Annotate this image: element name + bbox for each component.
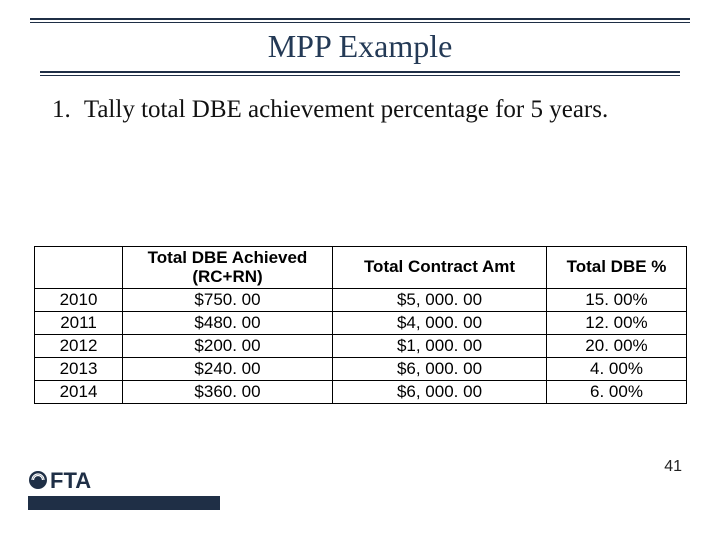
th-achieved-line2: (RC+RN) — [127, 268, 328, 287]
slide: MPP Example 1. Tally total DBE achieveme… — [0, 0, 720, 540]
top-rule — [30, 18, 690, 23]
cell-year: 2014 — [35, 381, 123, 404]
cell-contract: $6, 000. 00 — [333, 381, 547, 404]
table-body: 2010 $750. 00 $5, 000. 00 15. 00% 2011 $… — [35, 289, 687, 404]
title-wrap: MPP Example — [0, 0, 720, 76]
table-row: 2012 $200. 00 $1, 000. 00 20. 00% — [35, 335, 687, 358]
footer-bar — [28, 496, 220, 510]
th-achieved: Total DBE Achieved (RC+RN) — [123, 247, 333, 289]
cell-year: 2011 — [35, 312, 123, 335]
th-achieved-line1: Total DBE Achieved — [127, 249, 328, 268]
cell-achieved: $480. 00 — [123, 312, 333, 335]
cell-year: 2012 — [35, 335, 123, 358]
list-ordinal: 1. — [52, 94, 78, 125]
cell-pct: 15. 00% — [547, 289, 687, 312]
list-text: Tally total DBE achievement percentage f… — [84, 96, 608, 123]
th-year — [35, 247, 123, 289]
slide-number: 41 — [664, 458, 682, 476]
table-wrap: Total DBE Achieved (RC+RN) Total Contrac… — [34, 246, 686, 404]
cell-achieved: $750. 00 — [123, 289, 333, 312]
cell-pct: 12. 00% — [547, 312, 687, 335]
table-row: 2010 $750. 00 $5, 000. 00 15. 00% — [35, 289, 687, 312]
page-title: MPP Example — [268, 28, 453, 69]
cell-contract: $1, 000. 00 — [333, 335, 547, 358]
table-row: 2011 $480. 00 $4, 000. 00 12. 00% — [35, 312, 687, 335]
table-row: 2013 $240. 00 $6, 000. 00 4. 00% — [35, 358, 687, 381]
cell-achieved: $360. 00 — [123, 381, 333, 404]
cell-pct: 20. 00% — [547, 335, 687, 358]
cell-year: 2013 — [35, 358, 123, 381]
table-row: 2014 $360. 00 $6, 000. 00 6. 00% — [35, 381, 687, 404]
dbe-table: Total DBE Achieved (RC+RN) Total Contrac… — [34, 246, 687, 404]
cell-pct: 4. 00% — [547, 358, 687, 381]
cell-contract: $6, 000. 00 — [333, 358, 547, 381]
cell-pct: 6. 00% — [547, 381, 687, 404]
th-pct: Total DBE % — [547, 247, 687, 289]
cell-achieved: $200. 00 — [123, 335, 333, 358]
fta-logo-text: FTA — [50, 468, 91, 493]
cell-year: 2010 — [35, 289, 123, 312]
cell-achieved: $240. 00 — [123, 358, 333, 381]
table-header-row: Total DBE Achieved (RC+RN) Total Contrac… — [35, 247, 687, 289]
fta-logo-icon: FTA — [28, 464, 98, 496]
body-text: 1. Tally total DBE achievement percentag… — [0, 76, 720, 125]
cell-contract: $5, 000. 00 — [333, 289, 547, 312]
th-contract: Total Contract Amt — [333, 247, 547, 289]
cell-contract: $4, 000. 00 — [333, 312, 547, 335]
